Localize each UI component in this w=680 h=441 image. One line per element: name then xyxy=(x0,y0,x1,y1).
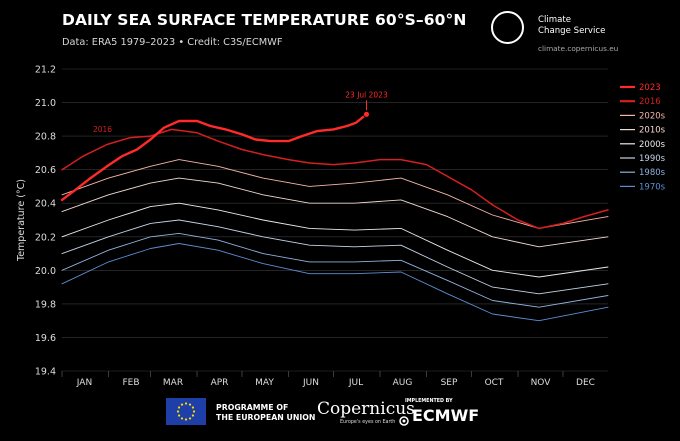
series-line-1970s xyxy=(61,243,609,322)
y-tick-label: 21.0 xyxy=(35,98,56,109)
eu-star xyxy=(184,402,188,405)
eu-star xyxy=(184,418,188,421)
eu-star xyxy=(191,414,195,417)
copernicus-logo: Copernicus xyxy=(317,399,415,419)
legend-label-2010s: 2010s xyxy=(639,126,666,136)
x-tick-label: JAN xyxy=(76,378,92,388)
x-tick-label: JUN xyxy=(302,378,319,388)
eu-star xyxy=(188,403,192,406)
x-tick-label: NOV xyxy=(531,378,552,388)
annotation-marker xyxy=(363,110,370,118)
eu-star xyxy=(177,414,181,417)
chart-title: DAILY SEA SURFACE TEMPERATURE 60°S–60°N xyxy=(62,11,467,29)
x-tick-label: AUG xyxy=(393,378,413,388)
x-tick-label: MAR xyxy=(163,378,183,388)
climate-change-service-logo xyxy=(491,11,524,44)
legend-label-1990s: 1990s xyxy=(639,154,666,164)
legend-label-2020s: 2020s xyxy=(639,111,666,121)
x-tick-label: DEC xyxy=(576,378,595,388)
logo-name: Climate Change Service xyxy=(538,15,606,36)
series-line-1980s xyxy=(61,232,609,308)
ecmwf-mark-icon xyxy=(399,411,409,426)
ecmwf-logo: ECMWF xyxy=(412,406,480,425)
x-tick-label: JUL xyxy=(348,378,363,388)
implemented-by-label: IMPLEMENTED BY xyxy=(405,399,453,404)
y-tick-label: 20.8 xyxy=(35,132,56,143)
eu-star xyxy=(188,417,192,420)
legend-label-2000s: 2000s xyxy=(639,140,666,150)
eu-star xyxy=(191,406,195,409)
series-line-2010s xyxy=(61,177,609,248)
y-tick-label: 21.2 xyxy=(35,65,56,76)
eu-star xyxy=(192,410,196,413)
series-line-2023 xyxy=(60,113,368,202)
eu-star xyxy=(176,410,180,413)
series-line-2000s xyxy=(61,202,609,278)
programme-label: PROGRAMME OF THE EUROPEAN UNION xyxy=(216,403,316,422)
y-tick-label: 20.0 xyxy=(35,266,56,277)
x-tick-label: APR xyxy=(211,378,229,388)
y-tick-label: 19.4 xyxy=(35,367,56,378)
x-tick-label: FEB xyxy=(122,378,139,388)
eu-star xyxy=(180,403,184,406)
x-tick-label: SEP xyxy=(441,378,458,388)
y-tick-label: 20.2 xyxy=(35,232,56,243)
x-tick-label: OCT xyxy=(485,378,504,388)
legend-label-1970s: 1970s xyxy=(639,182,666,192)
series-line-2020s xyxy=(61,159,609,229)
y-tick-label: 20.4 xyxy=(35,199,56,210)
legend-label-2016: 2016 xyxy=(639,97,661,107)
series-line-1990s xyxy=(61,219,609,295)
eu-star xyxy=(180,417,184,420)
chart-subtitle: Data: ERA5 1979–2023 • Credit: C3S/ECMWF xyxy=(62,37,283,48)
eu-star xyxy=(177,406,181,409)
y-tick-label: 20.6 xyxy=(35,165,56,176)
eu-flag-icon xyxy=(166,398,206,425)
x-tick-label: MAY xyxy=(255,378,274,388)
y-tick-label: 19.6 xyxy=(35,333,56,344)
annotation-label-2023: 23 Jul 2023 xyxy=(345,90,388,99)
y-axis-label: Temperature (°C) xyxy=(16,179,27,262)
legend-label-2023: 2023 xyxy=(639,83,661,93)
legend-label-1980s: 1980s xyxy=(639,168,666,178)
logo-url: climate.copernicus.eu xyxy=(538,44,619,53)
copernicus-tagline: Europe's eyes on Earth xyxy=(340,420,396,425)
series-line-2016 xyxy=(61,128,609,230)
annotation-label-2016: 2016 xyxy=(93,125,112,134)
y-tick-label: 19.8 xyxy=(35,299,56,310)
